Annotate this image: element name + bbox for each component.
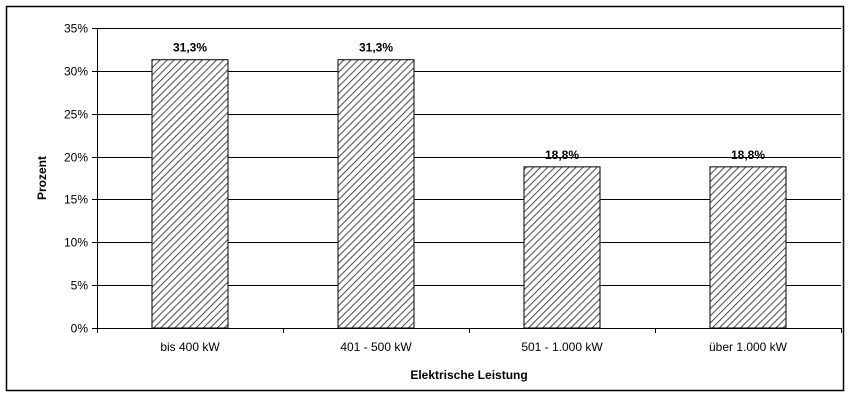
y-tick-label: 20% bbox=[64, 151, 88, 165]
outer-frame bbox=[5, 5, 845, 392]
bar bbox=[337, 59, 415, 329]
y-tick-label: 0% bbox=[71, 322, 89, 336]
y-tick-label: 25% bbox=[64, 108, 88, 122]
y-axis-title: Prozent bbox=[35, 156, 49, 200]
y-tick-label: 30% bbox=[64, 65, 88, 79]
y-tick-label: 5% bbox=[71, 279, 89, 293]
labels: 0% 5% 10% 15% 20% 25% 30% 35% 31,3% bis 400 kW 31,… bbox=[64, 22, 788, 355]
y-tick-label: 10% bbox=[64, 236, 88, 250]
bar bbox=[709, 166, 787, 329]
data-label: 18,8% bbox=[731, 148, 765, 162]
x-tick-label: bis 400 kW bbox=[160, 340, 220, 354]
data-label: 31,3% bbox=[173, 41, 207, 55]
data-label: 18,8% bbox=[545, 148, 579, 162]
x-axis-title: Elektrische Leistung bbox=[410, 368, 527, 382]
bar bbox=[523, 166, 601, 329]
x-tick-label: 401 - 500 kW bbox=[340, 340, 412, 354]
x-tick-label: 501 - 1.000 kW bbox=[521, 340, 603, 354]
bar bbox=[151, 59, 229, 329]
y-tick-label: 35% bbox=[64, 22, 88, 36]
axes bbox=[92, 28, 842, 333]
y-tick-label: 15% bbox=[64, 193, 88, 207]
bars bbox=[151, 59, 787, 329]
x-tick-label: über 1.000 kW bbox=[709, 340, 788, 354]
data-label: 31,3% bbox=[359, 41, 393, 55]
